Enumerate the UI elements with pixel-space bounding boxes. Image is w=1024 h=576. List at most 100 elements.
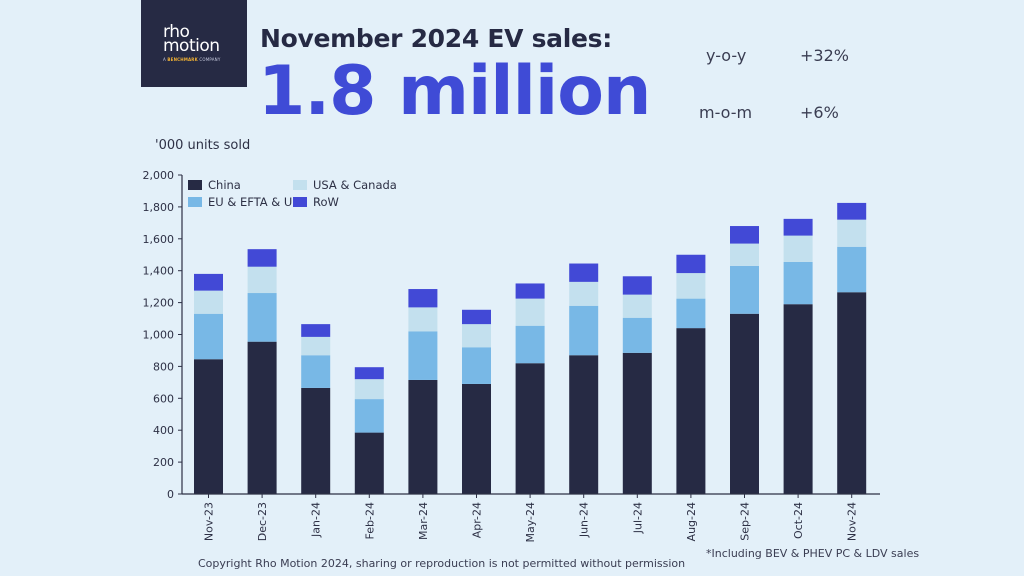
bar-segment-row-mar-24 bbox=[408, 289, 438, 308]
bar-segment-row-jun-24 bbox=[569, 263, 599, 282]
y-tick-label-200: 200 bbox=[153, 456, 174, 469]
bar-segment-row-nov-24 bbox=[837, 202, 867, 220]
legend-label-china: China bbox=[208, 178, 241, 192]
bar-segment-eu-efta-uk-nov-24 bbox=[837, 246, 867, 293]
x-tick-label-mar-24: Mar-24 bbox=[417, 502, 430, 540]
page-title: November 2024 EV sales: bbox=[260, 24, 612, 53]
bar-segment-china-apr-24 bbox=[462, 383, 491, 494]
bar-segment-eu-efta-uk-jan-24 bbox=[301, 355, 331, 388]
legend-swatch-china bbox=[188, 180, 202, 190]
bar-segment-eu-efta-uk-dec-23 bbox=[247, 293, 277, 342]
y-tick-label-600: 600 bbox=[153, 392, 174, 405]
kpi-yoy-label: y-o-y bbox=[706, 46, 747, 65]
bar-segment-china-oct-24 bbox=[783, 304, 813, 494]
bars-layer bbox=[194, 202, 867, 494]
x-tick-label-may-24: May-24 bbox=[524, 502, 537, 543]
bar-segment-usa-canada-dec-23 bbox=[247, 266, 277, 294]
bar-segment-usa-canada-mar-24 bbox=[408, 307, 438, 332]
bar-segment-row-nov-23 bbox=[194, 273, 223, 291]
bar-segment-eu-efta-uk-nov-23 bbox=[194, 313, 223, 360]
headline-value: 1.8 million bbox=[258, 52, 651, 131]
x-tick-label-jul-24: Jul-24 bbox=[631, 502, 644, 534]
y-tick-label-1000: 1,000 bbox=[143, 329, 175, 342]
y-tick-label-1400: 1,400 bbox=[143, 265, 175, 278]
legend-item-eu-efta-uk: EU & EFTA & UK bbox=[188, 195, 300, 209]
kpi-mom-label: m-o-m bbox=[699, 103, 753, 122]
bar-segment-china-dec-23 bbox=[247, 341, 277, 494]
x-tick-label-sep-24: Sep-24 bbox=[739, 502, 752, 541]
legend-item-usa-canada: USA & Canada bbox=[293, 178, 397, 192]
bar-segment-row-jan-24 bbox=[301, 324, 331, 337]
legend-swatch-row bbox=[293, 197, 307, 207]
x-tick-label-jun-24: Jun-24 bbox=[578, 502, 591, 538]
bar-segment-eu-efta-uk-oct-24 bbox=[783, 261, 813, 305]
y-tick-label-1200: 1,200 bbox=[143, 297, 175, 310]
x-tick-label-aug-24: Aug-24 bbox=[685, 502, 698, 541]
y-axis-unit-label: '000 units sold bbox=[155, 138, 251, 153]
logo-tagline-brand: BENCHMARK bbox=[167, 57, 198, 62]
rho-motion-logo: rho motion A BENCHMARK COMPANY bbox=[141, 0, 247, 87]
bar-segment-usa-canada-aug-24 bbox=[676, 273, 706, 299]
kpi-yoy-value: +32% bbox=[800, 46, 849, 65]
x-tick-label-oct-24: Oct-24 bbox=[792, 502, 805, 539]
y-tick-label-1600: 1,600 bbox=[143, 233, 175, 246]
bar-segment-usa-canada-jun-24 bbox=[569, 281, 599, 306]
bar-segment-usa-canada-oct-24 bbox=[783, 235, 813, 262]
legend-label-eu-efta-uk: EU & EFTA & UK bbox=[208, 195, 300, 209]
bar-segment-row-feb-24 bbox=[354, 367, 384, 380]
bar-segment-china-jan-24 bbox=[301, 387, 331, 494]
x-tick-label-jan-24: Jan-24 bbox=[310, 502, 323, 538]
bar-segment-china-jun-24 bbox=[569, 355, 599, 494]
logo-tagline-prefix: A bbox=[163, 57, 168, 62]
bar-segment-china-mar-24 bbox=[408, 379, 438, 494]
x-tick-label-feb-24: Feb-24 bbox=[363, 502, 376, 539]
bar-segment-usa-canada-nov-23 bbox=[194, 290, 223, 314]
bar-segment-china-jul-24 bbox=[622, 352, 652, 494]
bar-segment-eu-efta-uk-mar-24 bbox=[408, 331, 438, 380]
bar-segment-eu-efta-uk-sep-24 bbox=[730, 265, 759, 314]
x-tick-label-apr-24: Apr-24 bbox=[471, 502, 484, 538]
legend-label-usa-canada: USA & Canada bbox=[313, 178, 397, 192]
kpi-mom-value: +6% bbox=[800, 103, 839, 122]
bar-segment-china-nov-24 bbox=[837, 292, 867, 494]
y-tick-label-0: 0 bbox=[167, 488, 174, 501]
bar-segment-usa-canada-jul-24 bbox=[622, 294, 652, 318]
bar-segment-eu-efta-uk-apr-24 bbox=[462, 347, 491, 384]
logo-tagline: A BENCHMARK COMPANY bbox=[163, 57, 220, 62]
bar-segment-row-aug-24 bbox=[676, 254, 706, 274]
legend-item-row: RoW bbox=[293, 195, 339, 209]
bar-segment-row-sep-24 bbox=[730, 226, 759, 244]
bar-segment-china-feb-24 bbox=[354, 432, 384, 494]
x-tick-label-nov-24: Nov-24 bbox=[846, 502, 859, 541]
y-tick-label-800: 800 bbox=[153, 360, 174, 373]
logo-tagline-suffix: COMPANY bbox=[197, 57, 221, 62]
bar-segment-row-apr-24 bbox=[462, 309, 491, 325]
copyright-notice: Copyright Rho Motion 2024, sharing or re… bbox=[198, 557, 686, 570]
bar-segment-usa-canada-feb-24 bbox=[354, 379, 384, 400]
bar-segment-china-sep-24 bbox=[730, 313, 759, 494]
x-tick-label-nov-23: Nov-23 bbox=[203, 502, 216, 541]
bar-segment-usa-canada-jan-24 bbox=[301, 336, 331, 356]
axes-layer: Nov-23 Dec-23 Jan-24 Feb-24 Mar-24 Apr-24 May-… bbox=[143, 169, 880, 543]
bar-segment-china-may-24 bbox=[515, 363, 545, 494]
bar-segment-row-dec-23 bbox=[247, 249, 277, 267]
y-tick-label-2000: 2,000 bbox=[143, 169, 175, 182]
bar-segment-eu-efta-uk-jun-24 bbox=[569, 305, 599, 356]
legend-swatch-eu-efta-uk bbox=[188, 197, 202, 207]
bar-segment-row-may-24 bbox=[515, 283, 545, 299]
legend-swatch-usa-canada bbox=[293, 180, 307, 190]
bar-segment-eu-efta-uk-aug-24 bbox=[676, 298, 706, 329]
bar-segment-china-nov-23 bbox=[194, 359, 223, 494]
legend-label-row: RoW bbox=[313, 195, 339, 209]
bar-segment-usa-canada-sep-24 bbox=[730, 243, 759, 266]
bar-segment-usa-canada-may-24 bbox=[515, 298, 545, 326]
bar-segment-row-oct-24 bbox=[783, 218, 813, 236]
y-tick-label-1800: 1,800 bbox=[143, 201, 175, 214]
bar-segment-eu-efta-uk-jul-24 bbox=[622, 317, 652, 353]
bar-segment-usa-canada-apr-24 bbox=[462, 324, 491, 348]
logo-text-line1: rho bbox=[163, 22, 190, 42]
bar-segment-eu-efta-uk-may-24 bbox=[515, 325, 545, 364]
logo-text-line2: motion bbox=[163, 36, 220, 56]
footnote: *Including BEV & PHEV PC & LDV sales bbox=[706, 547, 920, 560]
